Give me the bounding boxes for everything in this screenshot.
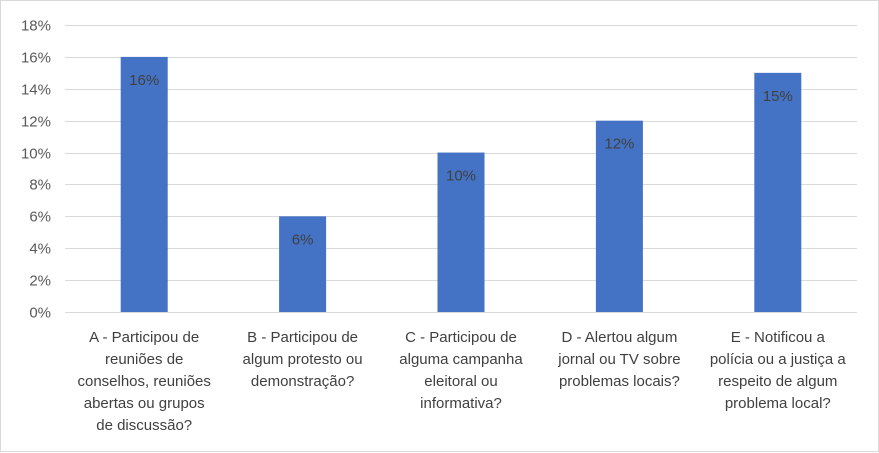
bar	[279, 216, 327, 312]
y-tick-label: 12%	[21, 114, 51, 131]
y-tick-label: 10%	[21, 146, 51, 163]
bar	[120, 56, 168, 313]
y-tick-label: 18%	[21, 18, 51, 35]
x-category-label: E - Notificou a polícia ou a justiça a res…	[710, 329, 847, 412]
x-category-label: D - Alertou algum jornal ou TV sobre probl…	[557, 329, 680, 390]
x-category-label: A - Participou de reuniões de conselhos, r…	[77, 329, 210, 434]
y-tick-label: 14%	[21, 82, 51, 99]
data-label: 16%	[129, 72, 159, 89]
x-category-label: C - Participou de alguma campanha eleitora…	[399, 329, 523, 412]
y-tick-label: 6%	[29, 209, 51, 226]
data-label: 12%	[604, 136, 634, 153]
y-tick-label: 4%	[29, 241, 51, 258]
bar	[754, 72, 802, 312]
x-axis-category-labels: A - Participou de reuniões de conselhos, r…	[77, 329, 846, 434]
y-axis-tick-labels: 0% 2% 4% 6% 8% 10% 12% 14% 16% 18%	[21, 18, 51, 322]
y-tick-label: 0%	[29, 305, 51, 322]
bar	[437, 152, 485, 312]
data-label: 15%	[763, 88, 793, 105]
bar	[595, 120, 643, 313]
y-tick-label: 16%	[21, 50, 51, 67]
bars	[120, 56, 802, 313]
data-label: 10%	[446, 168, 476, 185]
data-label: 6%	[292, 231, 314, 248]
x-category-label: B - Participou de algum protesto ou demons…	[243, 329, 363, 390]
y-tick-label: 8%	[29, 177, 51, 194]
y-tick-label: 2%	[29, 273, 51, 290]
data-labels: 16% 6% 10% 12% 15%	[129, 72, 793, 248]
